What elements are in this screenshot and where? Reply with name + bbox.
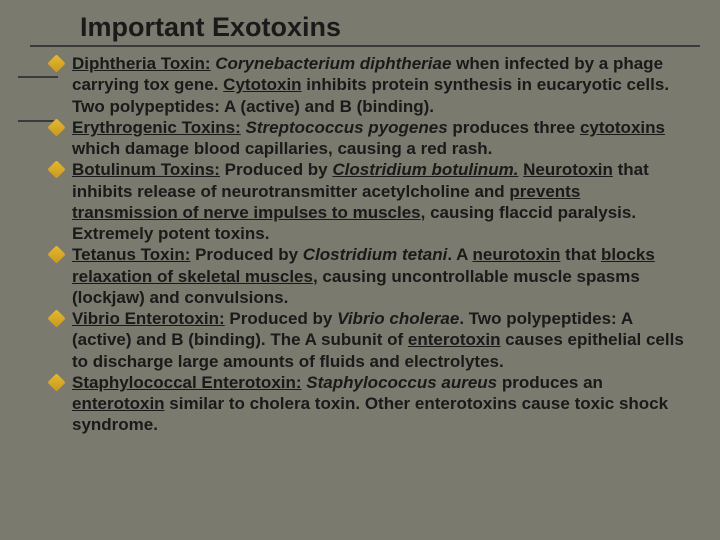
toxin-name: Botulinum Toxins: xyxy=(72,160,220,179)
organism: Streptococcus pyogenes xyxy=(246,118,448,137)
list-item: Vibrio Enterotoxin: Produced by Vibrio c… xyxy=(50,308,690,372)
organism: Clostridium botulinum. xyxy=(332,160,518,179)
toxin-name: Tetanus Toxin: xyxy=(72,245,190,264)
list-item: Botulinum Toxins: Produced by Clostridiu… xyxy=(50,159,690,244)
list-item: Erythrogenic Toxins: Streptococcus pyoge… xyxy=(50,117,690,160)
text: produces three xyxy=(448,118,580,137)
slide-title: Important Exotoxins xyxy=(80,12,690,43)
toxin-name: Vibrio Enterotoxin: xyxy=(72,309,225,328)
toxin-name: Staphylococcal Enterotoxin: xyxy=(72,373,302,392)
list-item: Tetanus Toxin: Produced by Clostridium t… xyxy=(50,244,690,308)
text: produces an xyxy=(497,373,603,392)
diamond-bullet-icon xyxy=(47,54,65,72)
keyword: enterotoxin xyxy=(72,394,165,413)
keyword: enterotoxin xyxy=(408,330,501,349)
text: Produced by xyxy=(225,309,337,328)
list-item: Diphtheria Toxin: Corynebacterium diphth… xyxy=(50,53,690,117)
keyword: cytotoxins xyxy=(580,118,665,137)
organism: Staphylococcus aureus xyxy=(306,373,497,392)
diamond-bullet-icon xyxy=(47,118,65,136)
keyword: Cytotoxin xyxy=(223,75,301,94)
content-area: Diphtheria Toxin: Corynebacterium diphth… xyxy=(50,53,690,436)
text: Produced by xyxy=(190,245,302,264)
keyword: neurotoxin xyxy=(473,245,561,264)
organism: Clostridium tetani xyxy=(303,245,448,264)
keyword: Neurotoxin xyxy=(523,160,613,179)
text: which damage blood capillaries, causing … xyxy=(72,139,492,158)
list-item: Staphylococcal Enterotoxin: Staphylococc… xyxy=(50,372,690,436)
text: Produced by xyxy=(220,160,332,179)
text: that xyxy=(560,245,601,264)
toxin-name: Erythrogenic Toxins: xyxy=(72,118,241,137)
organism: Vibrio cholerae xyxy=(337,309,459,328)
text: . A xyxy=(447,245,472,264)
slide: Important Exotoxins Diphtheria Toxin: Co… xyxy=(0,0,720,540)
diamond-bullet-icon xyxy=(47,309,65,327)
title-underline xyxy=(30,45,700,47)
diamond-bullet-icon xyxy=(47,246,65,264)
organism: Corynebacterium diphtheriae xyxy=(215,54,451,73)
diamond-bullet-icon xyxy=(47,373,65,391)
diamond-bullet-icon xyxy=(47,161,65,179)
toxin-name: Diphtheria Toxin: xyxy=(72,54,211,73)
